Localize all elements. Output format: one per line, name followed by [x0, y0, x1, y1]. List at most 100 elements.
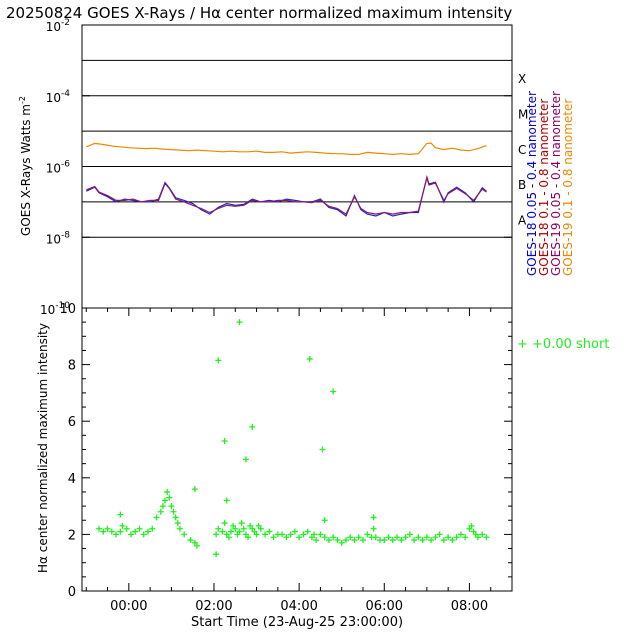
halpha-panel: 0 2 4 6 8 10 00:00 02:00 04:00 06:00 08:00 Hα cen…: [36, 302, 609, 630]
xray-series-line: [86, 142, 487, 156]
y-tick-label: 10-4: [46, 89, 71, 105]
data-point: [253, 531, 260, 538]
data-point: [96, 525, 103, 532]
x-tick-label: 04:00: [280, 599, 317, 614]
data-point: [249, 423, 256, 430]
data-point: [406, 531, 413, 538]
data-point: [223, 497, 230, 504]
data-point: [119, 522, 126, 529]
data-point: [474, 534, 481, 541]
halpha-plot-frame: [81, 307, 513, 592]
data-point: [428, 537, 435, 544]
data-point: [113, 531, 120, 538]
xray-y-axis-label: GOES X-Rays Watts m-2: [18, 96, 33, 236]
xray-legend-entry: GOES-19 0.1 - 0.8 nanometer: [561, 99, 575, 276]
data-point: [236, 528, 243, 535]
data-point: [338, 539, 345, 546]
data-point: [436, 531, 443, 538]
data-point: [311, 531, 318, 538]
y-tick-label: 10-10: [40, 301, 70, 317]
xray-legend-entry: GOES-18 0.1 - 0.8 nanometer: [537, 99, 551, 276]
data-point: [370, 514, 377, 521]
data-point: [132, 528, 139, 535]
data-point: [279, 531, 286, 538]
y-tick-label: 4: [68, 472, 76, 487]
data-point: [304, 528, 311, 535]
x-tick-label: 00:00: [110, 599, 147, 614]
data-point: [140, 531, 147, 538]
data-point: [104, 525, 111, 532]
data-point: [347, 534, 354, 541]
data-point: [127, 531, 134, 538]
data-point: [359, 537, 366, 544]
data-point: [219, 528, 226, 535]
data-point: [149, 525, 156, 532]
data-point: [321, 534, 328, 541]
halpha-y-axis-label: Hα center normalized maximum intensity: [36, 323, 50, 573]
x-tick-label: 02:00: [195, 599, 232, 614]
data-point: [355, 534, 362, 541]
data-point: [262, 531, 269, 538]
data-point: [174, 520, 181, 527]
data-point: [321, 517, 328, 524]
data-point: [257, 525, 264, 532]
data-point: [170, 508, 177, 515]
data-point: [385, 534, 392, 541]
data-point: [172, 514, 179, 521]
flare-class-lines: [82, 59, 512, 238]
data-point: [423, 534, 430, 541]
data-point: [402, 534, 409, 541]
data-point: [193, 542, 200, 549]
data-point: [159, 503, 166, 510]
data-point: [283, 534, 290, 541]
data-point: [296, 534, 303, 541]
y-tick-label: 10: [59, 302, 76, 317]
data-point: [238, 520, 245, 527]
data-point: [351, 537, 358, 544]
data-point: [181, 531, 188, 538]
xray-series-line: [86, 175, 487, 215]
data-point: [372, 534, 379, 541]
data-point: [166, 494, 173, 501]
data-point: [398, 537, 405, 544]
data-point: [479, 531, 486, 538]
data-point: [306, 355, 313, 362]
data-point: [117, 511, 124, 518]
data-point: [415, 534, 422, 541]
data-point: [330, 534, 337, 541]
data-point: [225, 534, 232, 541]
xray-series-line: [86, 174, 487, 217]
class-label: M: [518, 107, 528, 121]
data-point: [291, 528, 298, 535]
data-point: [176, 525, 183, 532]
data-point: [215, 357, 222, 364]
data-point: [411, 537, 418, 544]
data-point: [330, 388, 337, 395]
class-label: A: [518, 214, 527, 228]
data-point: [168, 503, 175, 510]
y-tick-label: 2: [68, 528, 76, 543]
x-tick-label: 06:00: [366, 599, 403, 614]
data-point: [389, 537, 396, 544]
data-point: [445, 534, 452, 541]
data-point: [287, 531, 294, 538]
data-point: [370, 525, 377, 532]
data-point: [215, 525, 222, 532]
data-point: [108, 528, 115, 535]
data-point: [136, 525, 143, 532]
halpha-y-ticks: 0 2 4 6 8 10: [59, 302, 512, 600]
data-point: [164, 488, 171, 495]
xray-legend-entry: GOES-18 0.05 - 0.4 nanometer: [525, 91, 539, 276]
data-point: [432, 534, 439, 541]
xray-y-ticks: 10-10 10-8 10-6 10-4 10-2: [40, 18, 512, 317]
data-point: [117, 528, 124, 535]
data-point: [144, 528, 151, 535]
data-point: [381, 537, 388, 544]
data-point: [325, 537, 332, 544]
data-point: [334, 537, 341, 544]
data-point: [394, 534, 401, 541]
data-point: [468, 522, 475, 529]
data-point: [221, 438, 228, 445]
xray-series-group: [86, 142, 487, 217]
